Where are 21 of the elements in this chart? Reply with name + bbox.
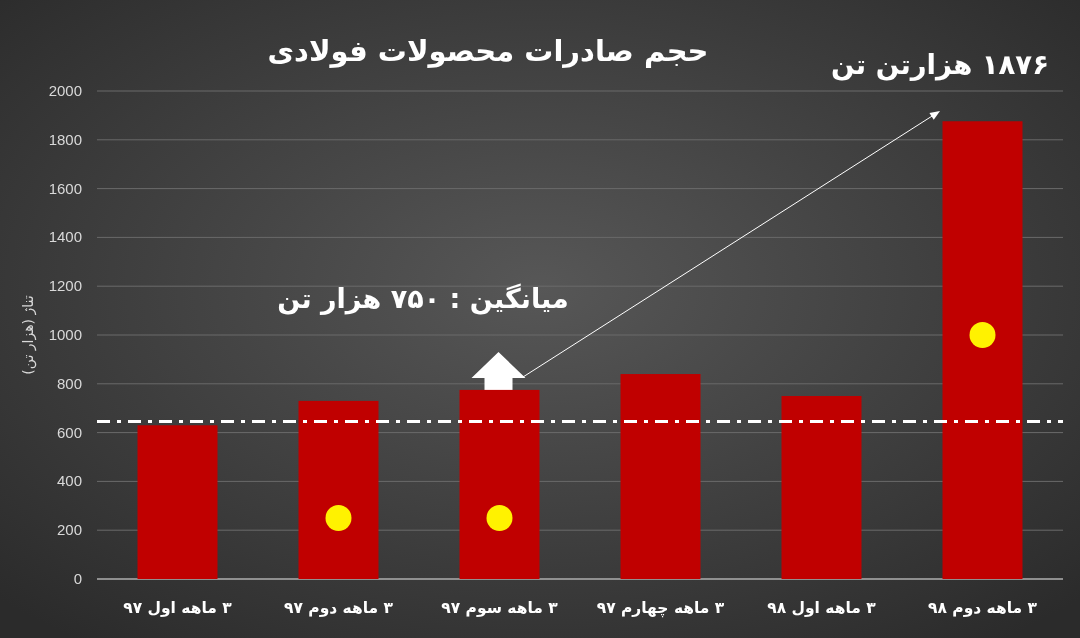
y-tick-label: 1400 — [48, 228, 82, 246]
x-tick-label: ۳ ماهه سوم ۹۷ — [441, 599, 559, 617]
y-tick-label: 200 — [56, 521, 82, 539]
y-tick-label: 1200 — [48, 277, 82, 295]
y-tick-label: 600 — [56, 423, 82, 441]
text: ۱۸۷۶ هزارتن تن — [831, 48, 1049, 81]
x-tick-label: ۳ ماهه اول ۹۷ — [123, 599, 233, 617]
y-tick-label: 1000 — [48, 326, 82, 343]
y-tick-label: 0 — [73, 570, 82, 587]
y-tick-label: 1600 — [48, 179, 82, 197]
x-tick-label: ۳ ماهه دوم ۹۷ — [283, 599, 394, 617]
y-tick-label: 800 — [56, 374, 82, 392]
y-axis-title: تناژ (هزار تن) — [20, 295, 37, 375]
x-tick-label: ۳ ماهه دوم ۹۸ — [927, 599, 1038, 617]
chart-title: حجم صادرات محصولات فولادی — [267, 34, 709, 68]
y-tick-label: 2000 — [48, 82, 82, 99]
annotation: میانگین : ۷۵۰ هزار تن — [277, 283, 569, 315]
y-tick-label: 400 — [56, 472, 82, 490]
y-tick-label: 1800 — [48, 130, 82, 148]
x-tick-label: ۳ ماهه اول ۹۸ — [767, 599, 877, 617]
x-tick-label: ۳ ماهه چهارم ۹۷ — [596, 599, 725, 618]
